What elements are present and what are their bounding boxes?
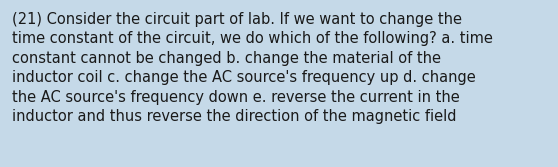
Text: (21) Consider the circuit part of lab. If we want to change the
time constant of: (21) Consider the circuit part of lab. I… bbox=[12, 12, 493, 124]
